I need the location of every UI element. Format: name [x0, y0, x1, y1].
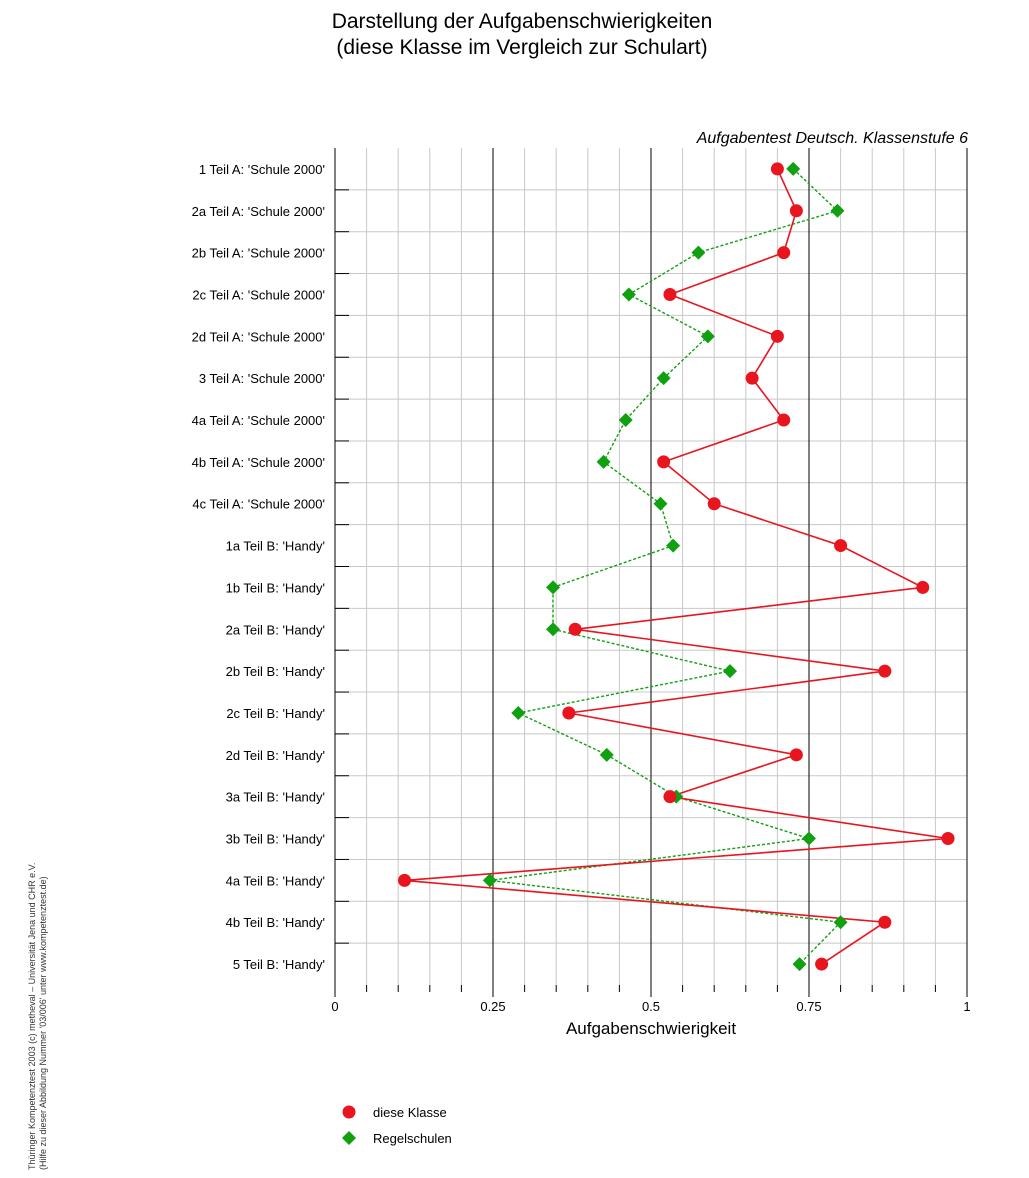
- data-point-diese-klasse: [916, 580, 930, 594]
- category-label: 3b Teil B: 'Handy': [226, 832, 325, 847]
- data-point-regelschulen: [786, 161, 801, 176]
- category-label: 4a Teil B: 'Handy': [226, 873, 325, 888]
- category-label: 2a Teil B: 'Handy': [226, 622, 325, 637]
- series-points: [398, 161, 955, 972]
- credit: Thüringer Kompetenztest 2003 (c) metheva…: [27, 863, 48, 1170]
- data-point-diese-klasse: [941, 832, 955, 846]
- credit-line-1: Thüringer Kompetenztest 2003 (c) metheva…: [27, 863, 37, 1170]
- data-point-diese-klasse: [777, 413, 791, 427]
- data-point-diese-klasse: [789, 748, 803, 762]
- data-point-regelschulen: [792, 957, 807, 972]
- category-label: 3 Teil A: 'Schule 2000': [199, 371, 325, 386]
- category-label: 2d Teil A: 'Schule 2000': [192, 329, 325, 344]
- data-point-diese-klasse: [770, 162, 784, 176]
- category-label: 4b Teil A: 'Schule 2000': [192, 455, 325, 470]
- x-tick-labels: 0 0.25 0.5 0.75 1: [331, 999, 970, 1014]
- category-label: 2a Teil A: 'Schule 2000': [192, 204, 325, 219]
- data-point-diese-klasse: [745, 371, 759, 385]
- category-label: 2b Teil B: 'Handy': [226, 664, 325, 679]
- data-point-diese-klasse: [878, 915, 892, 929]
- x-tick-label: 0.5: [642, 999, 660, 1014]
- legend-label-regelschulen: Regelschulen: [373, 1131, 452, 1146]
- data-point-regelschulen: [656, 371, 671, 386]
- grid: [334, 148, 968, 997]
- credit-line-2: (Hilfe zu dieser Abbildung Nummer '03/00…: [38, 876, 48, 1170]
- chart-title-line-1: Darstellung der Aufgabenschwierigkeiten: [332, 10, 713, 33]
- data-point-diese-klasse: [398, 873, 412, 887]
- x-tick-label: 1: [963, 999, 970, 1014]
- legend-marker-regelschulen: [342, 1131, 356, 1145]
- legend: diese Klasse Regelschulen: [342, 1105, 452, 1146]
- data-point-diese-klasse: [789, 204, 803, 218]
- data-point-diese-klasse: [657, 455, 671, 469]
- category-label: 1a Teil B: 'Handy': [226, 539, 325, 554]
- data-point-diese-klasse: [568, 622, 582, 636]
- data-point-regelschulen: [621, 287, 636, 302]
- data-point-regelschulen: [482, 873, 497, 888]
- category-labels: 1 Teil A: 'Schule 2000' 2a Teil A: 'Schul…: [192, 162, 325, 972]
- category-label: 2d Teil B: 'Handy': [226, 748, 325, 763]
- data-point-regelschulen: [723, 664, 737, 679]
- category-label: 4b Teil B: 'Handy': [226, 915, 325, 930]
- category-label: 3a Teil B: 'Handy': [226, 790, 325, 805]
- category-label: 1b Teil B: 'Handy': [226, 580, 325, 595]
- data-point-regelschulen: [666, 538, 681, 553]
- x-axis-label: Aufgabenschwierigkeit: [566, 1019, 736, 1038]
- data-point-diese-klasse: [834, 539, 848, 553]
- data-point-diese-klasse: [562, 706, 576, 720]
- data-point-regelschulen: [653, 496, 668, 511]
- legend-marker-diese-klasse: [342, 1105, 356, 1119]
- category-label: 2b Teil A: 'Schule 2000': [192, 246, 325, 261]
- data-point-regelschulen: [546, 580, 561, 595]
- data-point-regelschulen: [691, 245, 706, 260]
- data-point-diese-klasse: [770, 329, 784, 343]
- chart-subtitle: Aufgabentest Deutsch. Klassenstufe 6: [696, 130, 968, 147]
- category-label: 4a Teil A: 'Schule 2000': [192, 413, 325, 428]
- category-label: 5 Teil B: 'Handy': [233, 957, 325, 972]
- category-label: 2c Teil A: 'Schule 2000': [192, 287, 325, 302]
- x-tick-label: 0.75: [796, 999, 821, 1014]
- data-point-regelschulen: [546, 622, 561, 637]
- data-point-regelschulen: [830, 203, 845, 218]
- data-point-diese-klasse: [815, 957, 829, 971]
- x-tick-label: 0.25: [480, 999, 505, 1014]
- data-point-regelschulen: [511, 705, 526, 720]
- data-point-diese-klasse: [777, 246, 791, 260]
- data-point-diese-klasse: [663, 287, 677, 301]
- series-line-regelschulen: [489, 168, 843, 965]
- category-label: 4c Teil A: 'Schule 2000': [192, 497, 325, 512]
- x-tick-label: 0: [331, 999, 338, 1014]
- data-point-regelschulen: [599, 747, 614, 762]
- data-point-regelschulen: [596, 454, 611, 469]
- chart-title-line-2: (diese Klasse im Vergleich zur Schulart): [336, 36, 707, 59]
- series-lines: [404, 168, 949, 965]
- series-line-diese-klasse: [404, 168, 949, 965]
- category-label: 1 Teil A: 'Schule 2000': [199, 162, 325, 177]
- category-label: 2c Teil B: 'Handy': [226, 706, 325, 721]
- data-point-diese-klasse: [707, 497, 721, 511]
- data-point-regelschulen: [700, 329, 715, 344]
- data-point-diese-klasse: [878, 664, 892, 678]
- legend-label-diese-klasse: diese Klasse: [373, 1105, 447, 1120]
- data-point-regelschulen: [802, 831, 816, 846]
- data-point-regelschulen: [833, 915, 848, 930]
- data-point-diese-klasse: [663, 790, 677, 804]
- data-point-regelschulen: [618, 413, 633, 428]
